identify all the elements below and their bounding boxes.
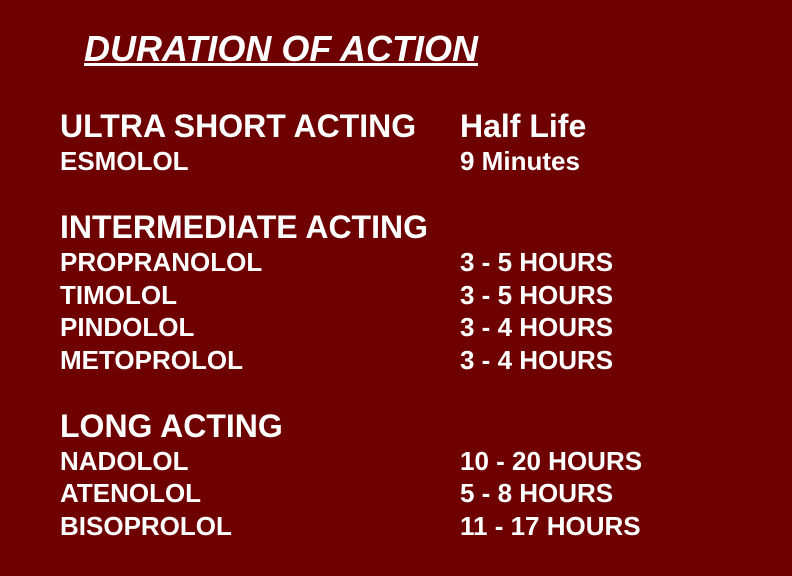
section-long: LONG ACTING NADOLOL 10 - 20 HOURS ATENOL… — [60, 408, 732, 542]
drug-name: TIMOLOL — [60, 279, 460, 312]
half-life-header: Half Life — [460, 108, 732, 145]
drug-row: METOPROLOL 3 - 4 HOURS — [60, 344, 732, 377]
drug-half-life: 3 - 4 HOURS — [460, 344, 732, 377]
drug-name: BISOPROLOL — [60, 510, 460, 543]
section-name: LONG ACTING — [60, 408, 460, 445]
drug-half-life: 5 - 8 HOURS — [460, 477, 732, 510]
section-header-row: ULTRA SHORT ACTING Half Life — [60, 108, 732, 145]
section-name: ULTRA SHORT ACTING — [60, 108, 460, 145]
drug-half-life: 11 - 17 HOURS — [460, 510, 732, 543]
section-ultra-short: ULTRA SHORT ACTING Half Life ESMOLOL 9 M… — [60, 108, 732, 177]
drug-half-life: 3 - 5 HOURS — [460, 246, 732, 279]
drug-name: NADOLOL — [60, 445, 460, 478]
drug-name: PINDOLOL — [60, 311, 460, 344]
section-header-row: INTERMEDIATE ACTING — [60, 209, 732, 246]
section-name: INTERMEDIATE ACTING — [60, 209, 460, 246]
section-intermediate: INTERMEDIATE ACTING PROPRANOLOL 3 - 5 HO… — [60, 209, 732, 376]
drug-row: NADOLOL 10 - 20 HOURS — [60, 445, 732, 478]
drug-half-life: 9 Minutes — [460, 145, 732, 178]
slide-title: DURATION OF ACTION — [84, 28, 732, 70]
drug-row: ESMOLOL 9 Minutes — [60, 145, 732, 178]
slide: DURATION OF ACTION ULTRA SHORT ACTING Ha… — [0, 0, 792, 576]
drug-row: PROPRANOLOL 3 - 5 HOURS — [60, 246, 732, 279]
drug-half-life: 10 - 20 HOURS — [460, 445, 732, 478]
drug-row: TIMOLOL 3 - 5 HOURS — [60, 279, 732, 312]
drug-row: ATENOLOL 5 - 8 HOURS — [60, 477, 732, 510]
drug-row: BISOPROLOL 11 - 17 HOURS — [60, 510, 732, 543]
drug-name: ESMOLOL — [60, 145, 460, 178]
drug-half-life: 3 - 4 HOURS — [460, 311, 732, 344]
drug-row: PINDOLOL 3 - 4 HOURS — [60, 311, 732, 344]
drug-name: METOPROLOL — [60, 344, 460, 377]
drug-half-life: 3 - 5 HOURS — [460, 279, 732, 312]
section-header-row: LONG ACTING — [60, 408, 732, 445]
drug-name: PROPRANOLOL — [60, 246, 460, 279]
drug-name: ATENOLOL — [60, 477, 460, 510]
